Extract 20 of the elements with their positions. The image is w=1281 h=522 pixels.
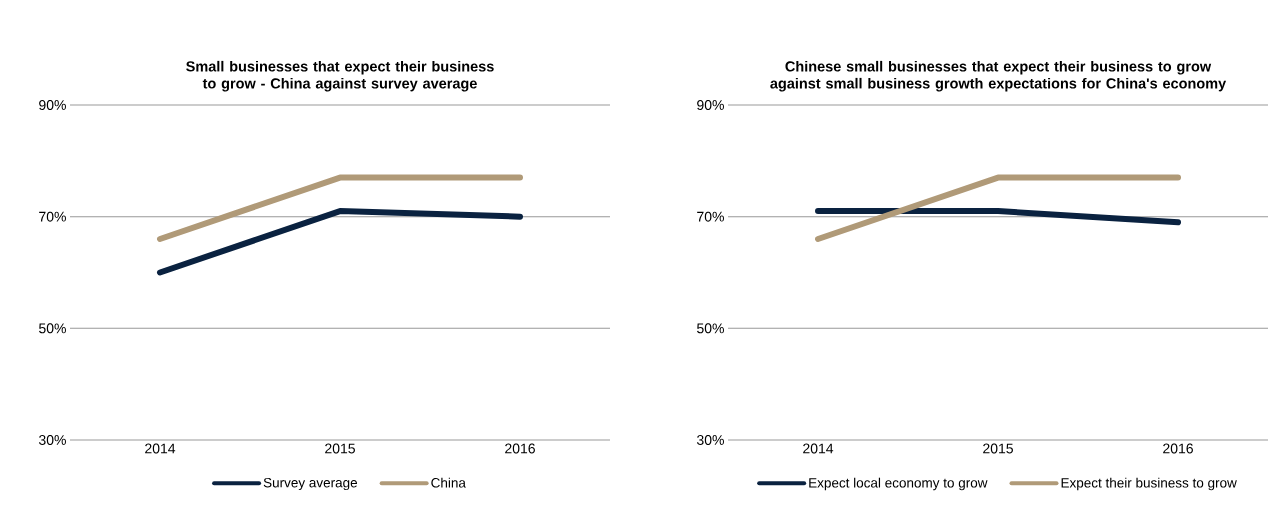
legend-label: Survey average <box>263 477 358 491</box>
y-tick-label: 30% <box>38 435 66 445</box>
y-tick-label: 70% <box>697 211 724 222</box>
chart-title: Chinese small businesses that expect their business to grow against small business growth expectations for China's economy <box>770 60 1227 92</box>
y-tick-label: 30% <box>696 435 724 445</box>
x-tick-label: 2016 <box>1163 443 1193 454</box>
legend-label: Expect their business to grow <box>1061 477 1237 491</box>
legend-label: China <box>431 477 466 488</box>
x-tick-label: 2014 <box>145 443 176 454</box>
y-tick-label: 50% <box>697 323 724 334</box>
y-tick-label: 90% <box>39 100 66 110</box>
x-tick-label: 2015 <box>325 443 355 454</box>
legend-label: Expect local economy to grow <box>809 477 988 491</box>
y-tick-label: 90% <box>697 100 724 110</box>
x-tick-label: 2015 <box>983 443 1013 454</box>
chart-title: Small businesses that expect their business to grow - China against survey average <box>186 60 494 92</box>
x-tick-label: 2014 <box>803 443 834 454</box>
x-tick-label: 2016 <box>505 443 535 454</box>
y-tick-label: 50% <box>39 323 66 334</box>
y-tick-label: 70% <box>39 211 66 222</box>
